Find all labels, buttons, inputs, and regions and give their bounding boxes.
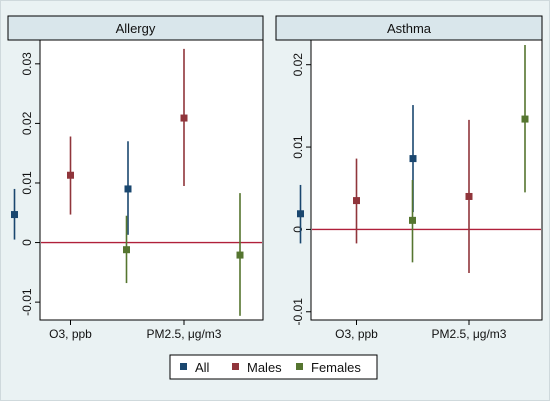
x-tick-label: PM2.5, μg/m3 bbox=[147, 327, 222, 341]
y-tick-label: 0.03 bbox=[20, 52, 34, 76]
y-tick-label: 0 bbox=[291, 226, 305, 233]
legend-marker-all bbox=[180, 363, 187, 370]
marker-males bbox=[353, 197, 360, 205]
legend-marker-females bbox=[296, 363, 303, 370]
legend: All Males Females bbox=[169, 354, 378, 380]
legend-label-males: Males bbox=[247, 360, 282, 375]
y-tick-label: 0.02 bbox=[20, 111, 34, 135]
y-tick-label: -0.01 bbox=[291, 298, 305, 326]
panel-title-strip bbox=[7, 15, 264, 41]
x-tick-label: PM2.5, μg/m3 bbox=[432, 327, 507, 341]
plot-area bbox=[310, 39, 543, 321]
y-tick-label: -0.01 bbox=[20, 288, 34, 316]
marker-all bbox=[409, 155, 417, 163]
panel-title-strip bbox=[275, 15, 543, 41]
marker-males bbox=[180, 114, 188, 122]
marker-females bbox=[236, 251, 244, 259]
plot-area bbox=[39, 39, 264, 321]
x-tick-label: O3, ppb bbox=[49, 327, 92, 341]
x-tick-label: O3, ppb bbox=[335, 327, 378, 341]
panel-title: Allergy bbox=[116, 21, 156, 36]
panel-0: Allergy -0.01 0 0.01 0.02 0.03 O3, ppb PM2.5, μ… bbox=[7, 15, 264, 341]
marker-males bbox=[67, 171, 74, 179]
marker-all bbox=[124, 185, 132, 193]
marker-females bbox=[521, 115, 529, 123]
marker-females bbox=[409, 216, 416, 224]
y-tick-label: 0.02 bbox=[291, 53, 305, 77]
marker-males bbox=[465, 192, 473, 200]
marker-all bbox=[11, 211, 18, 219]
legend-label-females: Females bbox=[311, 360, 361, 375]
panel-1: Asthma -0.01 0 0.01 0.02 O3, ppb PM2.5, μg/m3 bbox=[275, 15, 543, 341]
marker-females bbox=[123, 246, 130, 254]
y-tick-label: 0.01 bbox=[291, 135, 305, 159]
legend-marker-males bbox=[232, 363, 239, 370]
y-tick-label: 0.01 bbox=[20, 171, 34, 195]
legend-box bbox=[169, 354, 378, 380]
marker-all bbox=[297, 210, 304, 218]
legend-label-all: All bbox=[195, 360, 210, 375]
panel-title: Asthma bbox=[387, 21, 432, 36]
y-tick-label: 0 bbox=[20, 239, 34, 246]
